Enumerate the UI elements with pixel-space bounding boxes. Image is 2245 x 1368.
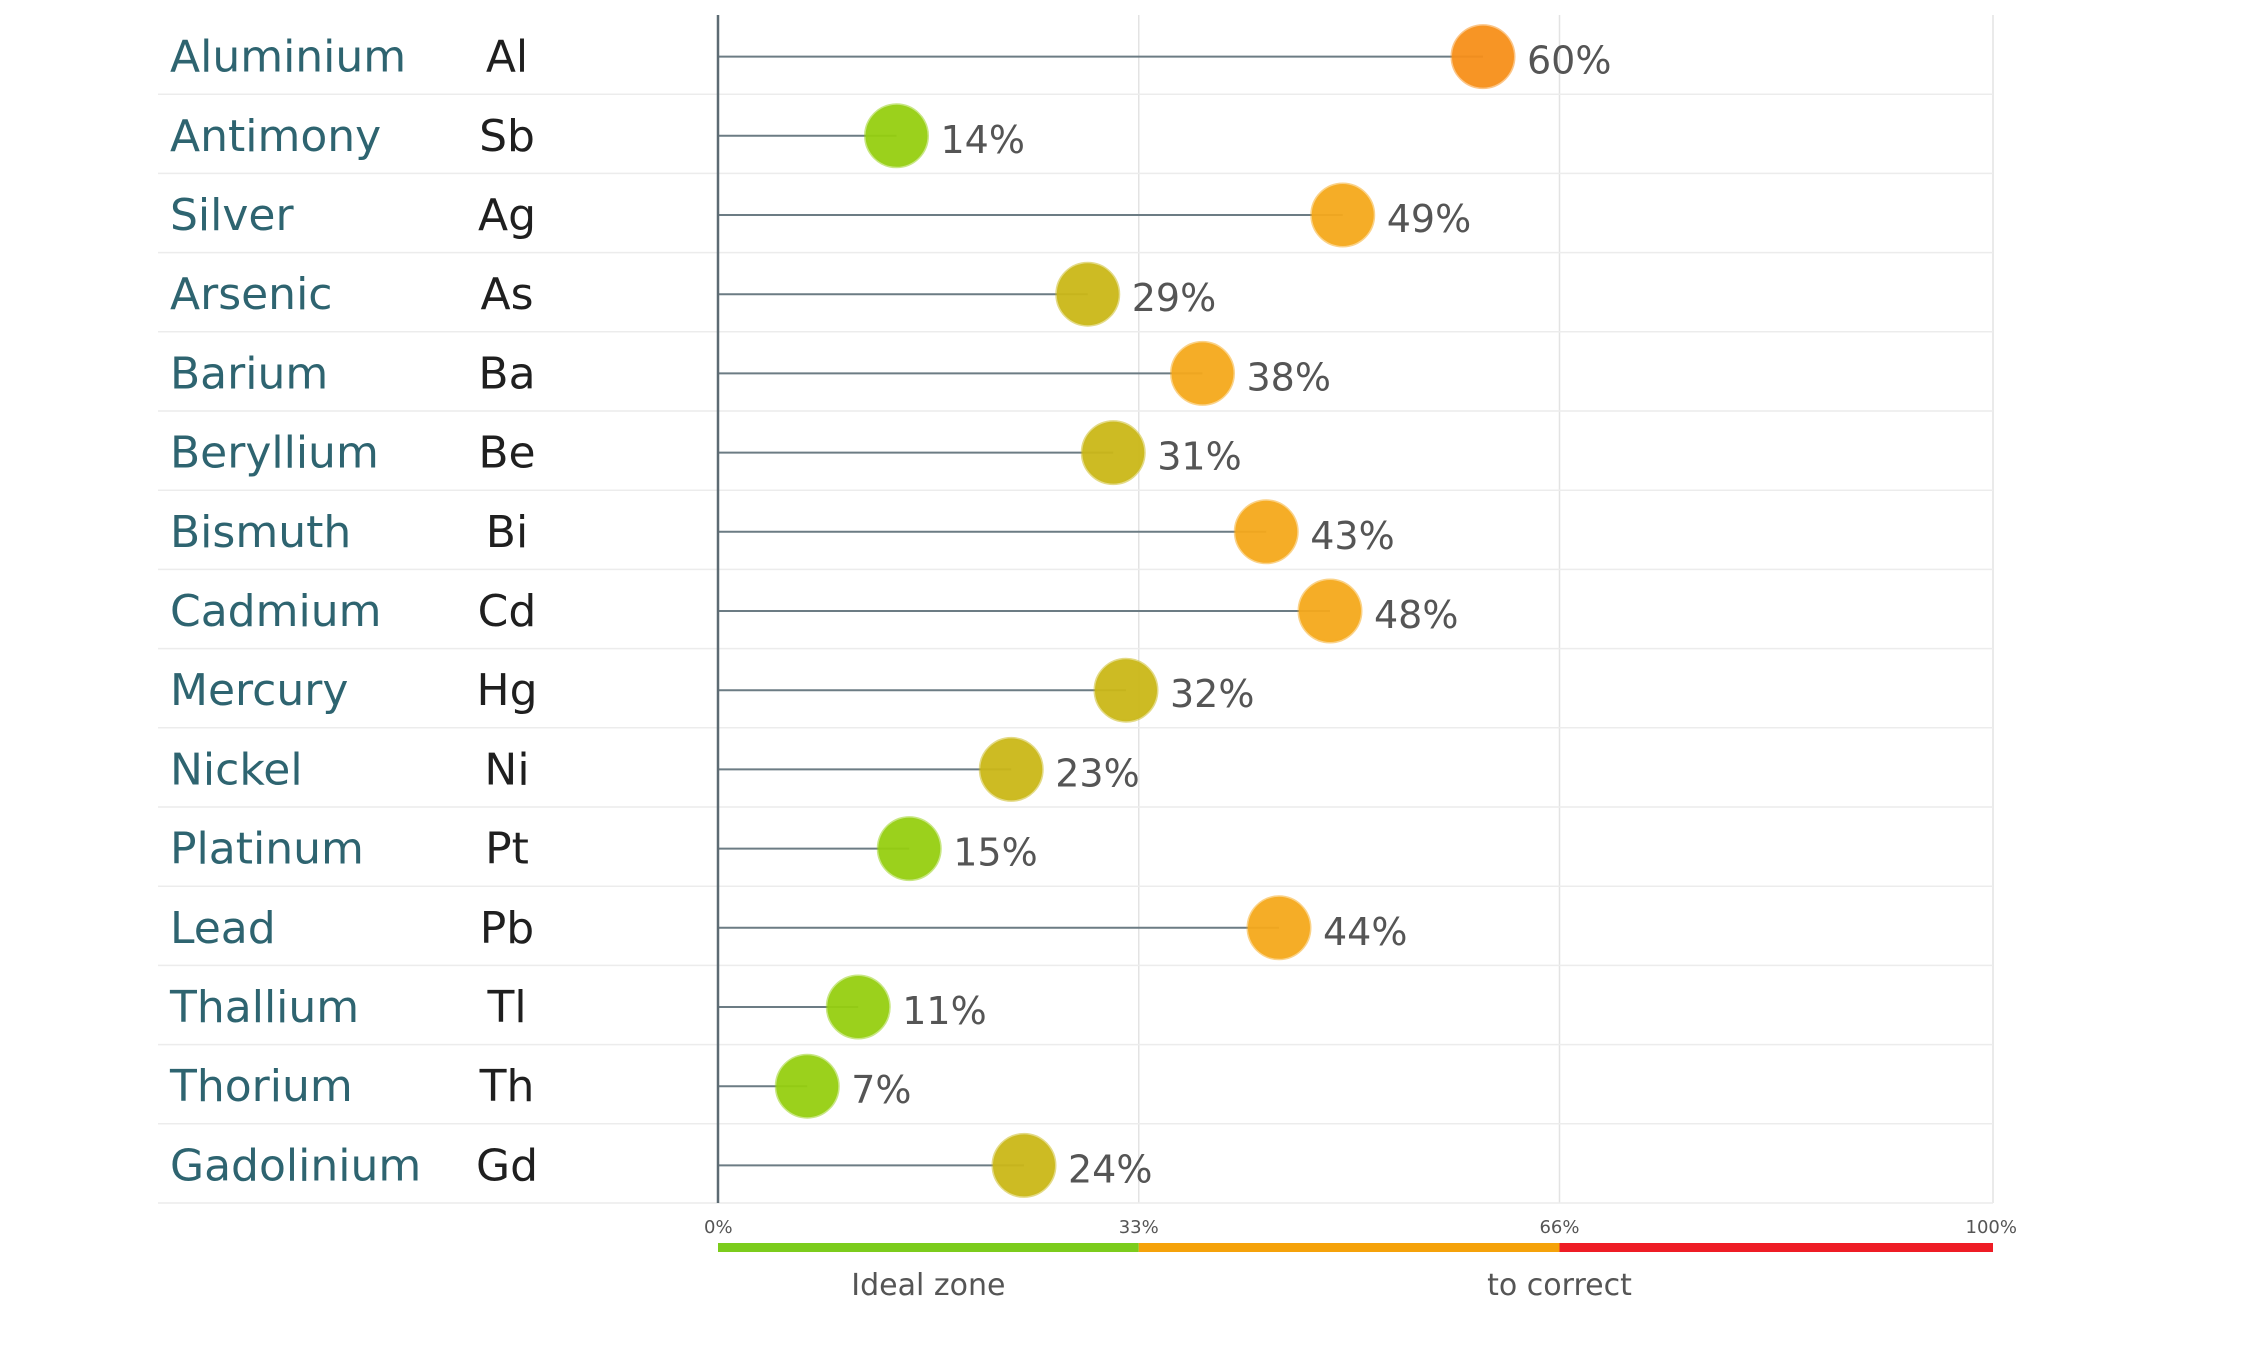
marker-mercury [1093,657,1159,723]
element-name-thorium: Thorium [169,1061,353,1112]
grid-lines [158,15,1994,1204]
data-row-gadolinium: Gadolinium Gd 24% [170,1132,1152,1198]
element-name-arsenic: Arsenic [170,269,333,320]
element-name-silver: Silver [170,190,294,241]
element-name-nickel: Nickel [170,744,303,795]
data-row-thorium: Thorium Th 7% [169,1053,912,1119]
zone-bar-0 [718,1243,1139,1252]
element-symbol-aluminium: Al [486,32,528,83]
tick-label-0: 0% [704,1217,733,1238]
data-row-silver: Silver Ag 49% [170,182,1471,248]
element-name-platinum: Platinum [170,824,364,875]
zone-label-ideal: Ideal zone [851,1268,1005,1303]
data-row-thallium: Thallium Tl 11% [169,974,987,1040]
value-label-platinum: 15% [953,831,1037,875]
element-symbol-silver: Ag [478,190,536,241]
element-name-lead: Lead [170,903,276,954]
data-row-bismuth: Bismuth Bi 43% [170,499,1395,565]
data-rows: Aluminium Al 60% Antimony Sb 14% Silver Ag 49% Ar… [169,24,1611,1198]
value-label-thorium: 7% [851,1068,911,1112]
element-symbol-arsenic: As [480,269,533,320]
marker-barium [1170,340,1235,406]
element-symbol-beryllium: Be [478,428,535,479]
element-symbol-barium: Ba [478,348,535,399]
element-name-bismuth: Bismuth [170,507,351,558]
element-symbol-antimony: Sb [479,111,535,162]
marker-cadmium [1297,578,1363,644]
data-row-platinum: Platinum Pt 15% [170,816,1038,882]
marker-nickel [978,736,1044,802]
element-symbol-mercury: Hg [476,665,537,716]
value-label-nickel: 23% [1055,751,1139,795]
marker-silver [1310,182,1376,248]
value-label-mercury: 32% [1170,672,1254,716]
data-row-cadmium: Cadmium Cd 48% [170,578,1458,644]
marker-bismuth [1233,499,1299,565]
marker-beryllium [1080,420,1146,486]
element-name-thallium: Thallium [169,982,359,1033]
data-row-lead: Lead Pb 44% [170,895,1407,961]
value-label-cadmium: 48% [1374,593,1458,637]
marker-thallium [825,974,891,1040]
value-label-antimony: 14% [941,118,1025,162]
marker-gadolinium [991,1132,1057,1198]
element-symbol-platinum: Pt [485,824,529,875]
value-label-bismuth: 43% [1310,514,1394,558]
value-label-thallium: 11% [902,989,986,1033]
data-row-aluminium: Aluminium Al 60% [170,24,1611,90]
element-name-mercury: Mercury [170,665,348,716]
element-name-beryllium: Beryllium [170,428,379,479]
value-label-silver: 49% [1387,197,1471,241]
value-label-aluminium: 60% [1527,39,1611,83]
element-name-gadolinium: Gadolinium [170,1140,421,1191]
element-symbol-nickel: Ni [484,744,529,795]
element-name-barium: Barium [170,348,328,399]
x-axis: 0% 33% 66% 100% Ideal zone to correct [704,15,2017,1303]
element-name-aluminium: Aluminium [170,32,406,83]
value-label-arsenic: 29% [1132,276,1216,320]
value-label-barium: 38% [1247,355,1331,399]
tick-label-2: 66% [1539,1217,1579,1238]
data-row-barium: Barium Ba 38% [170,340,1331,406]
element-name-antimony: Antimony [170,111,381,162]
element-symbol-cadmium: Cd [478,586,537,637]
data-row-antimony: Antimony Sb 14% [170,103,1025,169]
zone-bar-end [1559,1243,1993,1252]
data-row-beryllium: Beryllium Be 31% [170,420,1242,486]
marker-antimony [864,103,929,169]
element-symbol-gadolinium: Gd [476,1140,538,1191]
marker-aluminium [1450,24,1516,90]
element-symbol-bismuth: Bi [486,507,528,558]
data-row-arsenic: Arsenic As 29% [170,261,1216,327]
element-symbol-thallium: Tl [486,982,526,1033]
zone-label-to-correct: to correct [1487,1268,1632,1303]
value-label-beryllium: 31% [1157,435,1241,479]
element-symbol-thorium: Th [479,1061,535,1112]
value-label-gadolinium: 24% [1068,1147,1152,1191]
value-label-lead: 44% [1323,910,1407,954]
marker-lead [1246,895,1312,961]
data-row-mercury: Mercury Hg 32% [170,657,1254,723]
marker-thorium [774,1053,840,1119]
marker-platinum [876,816,942,882]
element-symbol-lead: Pb [480,903,534,954]
tick-label-1: 33% [1119,1217,1159,1238]
data-row-nickel: Nickel Ni 23% [170,736,1140,802]
tick-label-3: 100% [1966,1217,2017,1238]
marker-arsenic [1055,261,1121,327]
element-name-cadmium: Cadmium [170,586,381,637]
